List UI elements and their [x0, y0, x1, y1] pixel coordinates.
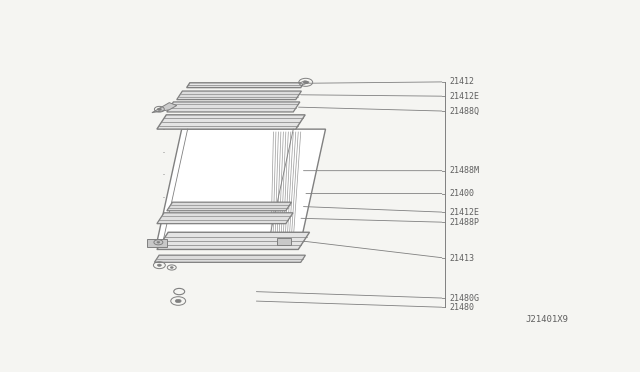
Text: 21412E: 21412E	[449, 208, 479, 217]
Text: J21401X9: J21401X9	[525, 315, 568, 324]
Polygon shape	[167, 102, 300, 112]
Polygon shape	[300, 81, 309, 84]
Polygon shape	[157, 232, 310, 250]
Polygon shape	[157, 115, 305, 129]
Text: 21412E: 21412E	[449, 92, 479, 101]
Polygon shape	[157, 129, 326, 242]
Polygon shape	[154, 255, 305, 262]
Polygon shape	[177, 91, 301, 100]
Circle shape	[175, 299, 181, 303]
Circle shape	[157, 241, 160, 243]
Text: 21413: 21413	[449, 254, 474, 263]
Text: 21488M: 21488M	[449, 166, 479, 175]
Text: 21480G: 21480G	[449, 294, 479, 303]
Text: 21488Q: 21488Q	[449, 107, 479, 116]
Bar	[147, 240, 167, 247]
Polygon shape	[157, 213, 293, 224]
Circle shape	[170, 267, 173, 268]
Text: 21412: 21412	[449, 77, 474, 86]
Polygon shape	[167, 202, 291, 211]
Circle shape	[157, 264, 161, 266]
Circle shape	[157, 108, 161, 110]
Polygon shape	[152, 103, 177, 113]
Circle shape	[303, 81, 308, 84]
Text: 21400: 21400	[449, 189, 474, 198]
Text: 21488P: 21488P	[449, 218, 479, 227]
Bar	[276, 238, 291, 245]
Text: 21480: 21480	[449, 303, 474, 312]
Polygon shape	[187, 83, 304, 87]
